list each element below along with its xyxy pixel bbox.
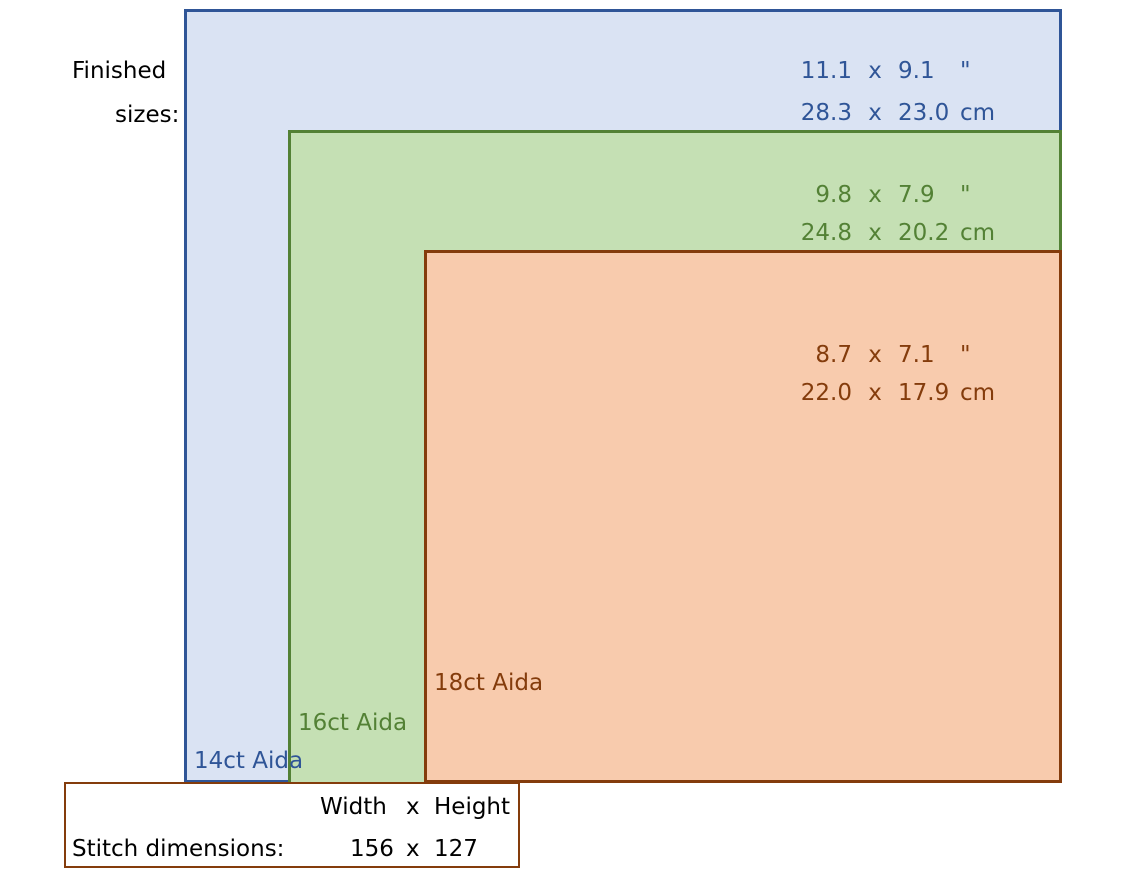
stitch-header-sep: x <box>406 794 420 820</box>
aida-14-cm-width: 28.3 <box>800 100 852 126</box>
aida-18-cm-sep: x <box>868 380 882 406</box>
aida-18-inch-width: 8.7 <box>815 342 852 368</box>
aida-14-inch-sep: x <box>868 58 882 84</box>
aida-18-label: 18ct Aida <box>434 670 544 696</box>
stitch-width-value: 156 <box>350 836 394 862</box>
stitch-header-height: Height <box>434 794 511 820</box>
aida-16-inch-sep: x <box>868 182 882 208</box>
aida-16-inch-height: 7.9 <box>898 182 935 208</box>
stitch-height-value: 127 <box>434 836 478 862</box>
aida-16-inch-unit: " <box>960 182 971 208</box>
aida-18-cm-unit: cm <box>960 380 996 406</box>
finished-label-line2: sizes: <box>115 102 180 128</box>
aida-18-inch-sep: x <box>868 342 882 368</box>
aida-16-cm-sep: x <box>868 220 882 246</box>
stitch-dimensions-label: Stitch dimensions: <box>72 836 285 862</box>
aida-14-cm-sep: x <box>868 100 882 126</box>
aida-16-cm-height: 20.2 <box>898 220 950 246</box>
aida-16-inch-width: 9.8 <box>815 182 852 208</box>
aida-14-cm-height: 23.0 <box>898 100 950 126</box>
aida-18-inch-unit: " <box>960 342 971 368</box>
stitch-sep: x <box>406 836 420 862</box>
aida-18-cm-width: 22.0 <box>800 380 852 406</box>
aida-14-inch-unit: " <box>960 58 971 84</box>
aida-14-inch-height: 9.1 <box>898 58 935 84</box>
stitch-header-width: Width <box>320 794 387 820</box>
aida-14-cm-unit: cm <box>960 100 996 126</box>
aida-18-inch-height: 7.1 <box>898 342 935 368</box>
aida-16-cm-unit: cm <box>960 220 996 246</box>
aida-14-label: 14ct Aida <box>194 748 304 774</box>
aida-14-inch-width: 11.1 <box>800 58 852 84</box>
aida-16-label: 16ct Aida <box>298 710 408 736</box>
aida-18-cm-height: 17.9 <box>898 380 950 406</box>
finished-label-line1: Finished <box>72 58 167 84</box>
aida-18-area <box>424 250 1062 783</box>
aida-16-cm-width: 24.8 <box>800 220 852 246</box>
stitch-dimensions-box <box>64 782 520 868</box>
